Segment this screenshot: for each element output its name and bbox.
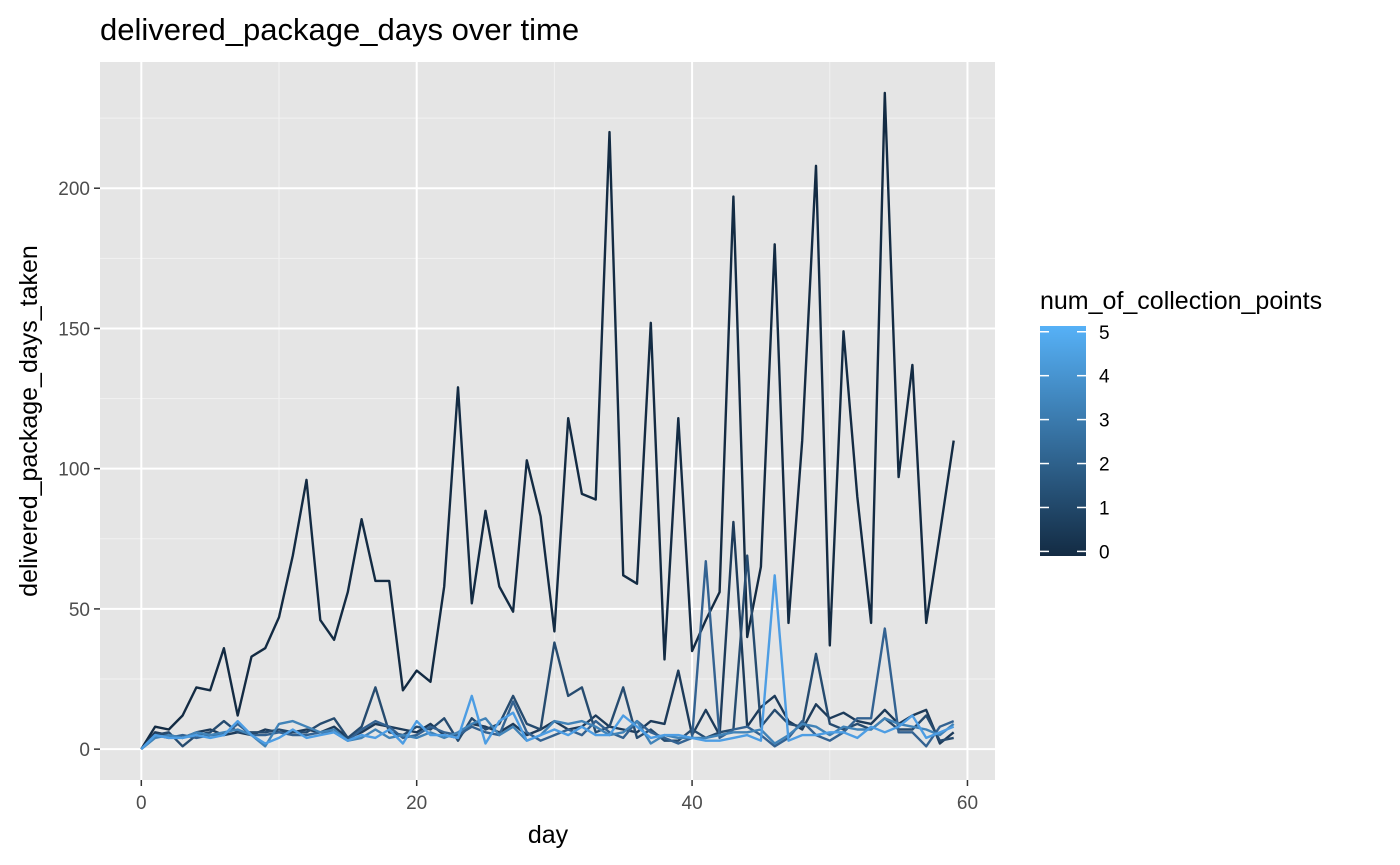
legend-tick-label: 1 — [1099, 498, 1110, 519]
x-axis: 0 20 40 60 — [136, 780, 978, 814]
y-tick-label: 100 — [58, 460, 90, 481]
legend-tick-label: 5 — [1099, 323, 1110, 344]
grid-minor — [100, 62, 995, 780]
y-tick-label: 200 — [58, 179, 90, 200]
x-tick-label: 20 — [406, 793, 427, 814]
series-line-level-4 — [140, 717, 955, 751]
chart-title: delivered_package_days over time — [100, 12, 579, 47]
plot-panel — [100, 62, 995, 780]
y-axis-title: delivered_package_days_taken — [15, 245, 43, 597]
legend-tick-label: 2 — [1099, 455, 1110, 476]
y-tick-label: 0 — [79, 740, 90, 761]
x-axis-title: day — [528, 821, 569, 849]
x-tick-label: 60 — [957, 793, 978, 814]
y-tick-label: 50 — [69, 600, 90, 621]
series-line-level-5 — [140, 574, 955, 750]
legend-tick-label: 4 — [1099, 367, 1110, 388]
legend-colorbar — [1040, 326, 1086, 556]
series-layer — [140, 91, 955, 751]
series-line-level-0 — [140, 91, 955, 750]
legend-tick-label: 0 — [1099, 542, 1110, 563]
legend-title: num_of_collection_points — [1040, 287, 1322, 315]
y-axis: 0 50 100 150 200 — [58, 179, 100, 761]
series-line-level-2 — [140, 554, 954, 750]
legend-tick-label: 3 — [1099, 411, 1110, 432]
grid-major — [100, 62, 995, 780]
x-tick-label: 40 — [682, 793, 703, 814]
series-line-level-3 — [140, 560, 955, 750]
y-tick-label: 150 — [58, 319, 90, 340]
legend: num_of_collection_points 0 1 2 3 4 5 — [1040, 287, 1322, 563]
x-tick-label: 0 — [136, 793, 147, 814]
legend-ticks: 0 1 2 3 4 5 — [1040, 323, 1110, 563]
